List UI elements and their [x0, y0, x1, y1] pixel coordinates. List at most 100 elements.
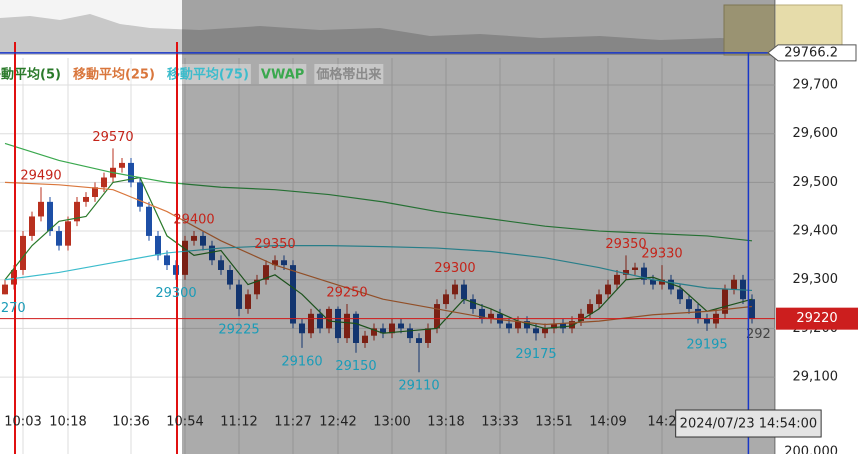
crosshair-time-box: [675, 409, 822, 438]
volume-axis-label: 200,000: [784, 445, 838, 454]
overview-strip: [0, 0, 843, 56]
legend-label: 価格帯出来: [315, 67, 382, 83]
candle-body: [353, 313, 359, 343]
candle-body: [587, 304, 593, 314]
candle-body: [281, 260, 287, 266]
annotation: 29400: [173, 213, 214, 228]
candle-body: [542, 328, 548, 334]
x-tick-label: 10:54: [166, 415, 203, 430]
candle-body: [2, 284, 8, 295]
y-tick-label: 29,400: [793, 224, 839, 239]
x-tick-label: 11:27: [274, 415, 311, 430]
candle-body: [74, 201, 80, 222]
candle-body: [20, 235, 26, 270]
crosshair-price-box: [767, 44, 857, 62]
candle-body: [380, 328, 386, 334]
legend-label: 移動平均(75): [167, 67, 249, 83]
x-tick-label: 10:36: [112, 415, 149, 430]
candle-body: [191, 235, 197, 241]
candle-body: [551, 323, 557, 329]
candle-body: [164, 255, 170, 266]
candle-body: [452, 284, 458, 295]
candle-body: [83, 196, 89, 202]
x-tick-label: 11:12: [220, 415, 257, 430]
candle-body: [65, 221, 71, 246]
candle-body: [443, 294, 449, 305]
indicator-line: [4, 245, 753, 292]
candle-body: [668, 279, 674, 290]
candle-body: [488, 313, 494, 319]
candle-body: [416, 338, 422, 343]
annotation: 29195: [686, 337, 727, 352]
y-tick-label: 29,500: [793, 175, 839, 190]
x-tick-label: 13:51: [535, 415, 572, 430]
candle-body: [92, 187, 98, 197]
x-tick-label: 13:18: [427, 415, 464, 430]
annotation: 29110: [398, 379, 439, 394]
last-price-fragment: 292: [746, 327, 771, 342]
candle-body: [659, 279, 665, 285]
candle-body: [317, 313, 323, 329]
legend-bg: [258, 64, 307, 84]
candle-body: [605, 284, 611, 295]
candle-body: [290, 265, 296, 324]
crosshair-price-label: 29766.2: [784, 45, 838, 60]
annotation: 29350: [254, 237, 295, 252]
candle-body: [632, 267, 638, 270]
x-tick-label: 10:18: [49, 415, 86, 430]
candle-body: [515, 321, 521, 329]
x-tick-label: 14:2: [647, 415, 676, 430]
candle-body: [506, 323, 512, 329]
candle-body: [749, 299, 755, 319]
candle-body: [299, 323, 305, 334]
candle-body: [101, 177, 107, 188]
candle-body: [560, 323, 566, 329]
legend-item: 価格帯出来: [314, 64, 384, 84]
legend-bg: [164, 64, 251, 84]
annotation: 29300: [434, 261, 475, 276]
legend-label: VWAP: [261, 68, 304, 83]
candle-body: [137, 182, 143, 207]
legend-item: 移動平均(25): [70, 64, 157, 84]
indicator-line: [4, 176, 753, 334]
candle-body: [128, 162, 134, 183]
candle-body: [245, 294, 251, 309]
annotation: 29225: [218, 323, 259, 338]
candle-body: [389, 323, 395, 334]
candle-body: [398, 323, 404, 329]
candle-body: [29, 216, 35, 236]
candle-body: [371, 328, 377, 336]
annotation: 29330: [641, 247, 682, 262]
last-price-box: [776, 307, 858, 330]
candle-body: [578, 313, 584, 322]
y-tick-label: 29,100: [793, 370, 839, 385]
candle-body: [677, 289, 683, 300]
candle-body: [344, 313, 350, 339]
candle-body: [146, 206, 152, 236]
legend-item: 移動平均(5): [0, 64, 63, 84]
candle-body: [686, 299, 692, 309]
annotation: 29160: [281, 354, 322, 369]
annotation: 29350: [605, 237, 646, 252]
candle-body: [227, 269, 233, 285]
candle-body: [263, 265, 269, 280]
dim-overlay: [182, 0, 775, 454]
candle-body: [461, 284, 467, 300]
candle-body: [722, 289, 728, 314]
y-tick-label: 29,300: [793, 272, 839, 287]
legend-item: VWAP: [258, 64, 307, 84]
annotation: 29250: [326, 286, 367, 301]
legend-item: 移動平均(75): [164, 64, 251, 84]
legend-bg: [314, 64, 384, 84]
candle-body: [650, 279, 656, 285]
candle-body: [407, 328, 413, 339]
candle-body: [200, 235, 206, 246]
legend-label: 移動平均(5): [0, 67, 61, 83]
candle-body: [470, 299, 476, 309]
candle-body: [596, 294, 602, 305]
candle-body: [434, 304, 440, 329]
candle-body: [38, 201, 44, 217]
candle-body: [704, 318, 710, 324]
overview-area: [0, 14, 775, 55]
